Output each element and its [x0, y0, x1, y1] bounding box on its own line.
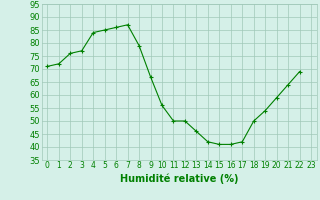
- X-axis label: Humidité relative (%): Humidité relative (%): [120, 173, 238, 184]
